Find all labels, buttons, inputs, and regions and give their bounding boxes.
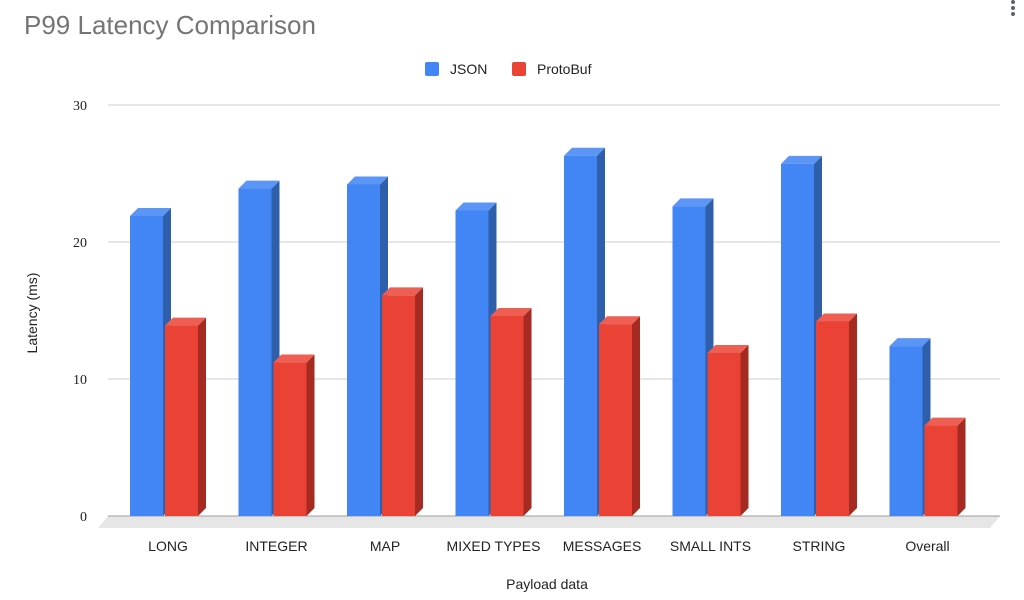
bar-front	[816, 321, 849, 516]
bar-front	[599, 324, 632, 516]
bars	[130, 147, 966, 517]
legend-label: ProtoBuf	[537, 61, 592, 77]
bar-front	[672, 206, 706, 516]
legend-item-protobuf[interactable]: ProtoBuf	[512, 61, 592, 77]
bar-side	[523, 307, 532, 516]
legend-label: JSON	[450, 61, 487, 77]
bar-side	[740, 344, 749, 516]
bar-top	[564, 147, 605, 156]
bar-top	[382, 287, 423, 296]
bar-front	[382, 295, 415, 516]
y-tick-label: 30	[73, 99, 87, 114]
floor-plane	[98, 516, 1000, 528]
bar-protobuf-4[interactable]	[599, 316, 640, 516]
x-tick-label: LONG	[148, 538, 188, 554]
bar-top	[273, 354, 315, 363]
y-axis-label: Latency (ms)	[24, 273, 40, 354]
x-tick-label: MIXED TYPES	[447, 538, 541, 554]
legend-item-json[interactable]: JSON	[425, 61, 487, 77]
bar-front	[564, 155, 597, 516]
bar-front	[455, 210, 489, 517]
bar-front	[165, 325, 198, 516]
legend-swatch	[425, 62, 439, 76]
bar-top	[347, 176, 388, 185]
bar-top	[455, 202, 497, 211]
bar-front	[130, 215, 163, 516]
bar-front	[781, 163, 814, 516]
bar-top	[165, 317, 206, 326]
bar-top	[707, 344, 749, 353]
legend-swatch	[512, 62, 526, 76]
bar-protobuf-0[interactable]	[165, 317, 206, 516]
bar-front	[273, 362, 307, 516]
bar-top	[816, 313, 857, 322]
bar-top	[130, 207, 171, 216]
bar-front	[347, 184, 380, 516]
bar-protobuf-2[interactable]	[382, 287, 423, 516]
bar-front	[889, 346, 923, 516]
y-tick-label: 0	[80, 510, 87, 525]
bar-top	[781, 155, 822, 164]
bar-json-1[interactable]	[238, 180, 280, 516]
legend: JSON ProtoBuf	[425, 61, 592, 77]
x-tick-label: SMALL INTS	[670, 538, 751, 554]
x-tick-label: STRING	[793, 538, 846, 554]
bar-json-0[interactable]	[130, 207, 171, 516]
bar-top	[490, 307, 532, 316]
bar-json-6[interactable]	[781, 155, 822, 516]
bar-top	[672, 198, 714, 207]
y-tick-label: 20	[73, 236, 87, 251]
bar-side	[957, 417, 966, 516]
bar-side	[306, 354, 315, 516]
bar-side	[632, 316, 640, 516]
bar-front	[924, 425, 958, 516]
x-axis-label: Payload data	[506, 576, 588, 592]
more-options-icon[interactable]	[1008, 0, 1018, 16]
bar-side	[415, 287, 423, 516]
bar-side	[198, 317, 206, 516]
bar-protobuf-1[interactable]	[273, 354, 315, 516]
bar-side	[849, 313, 857, 516]
x-tick-label: Overall	[905, 538, 949, 554]
x-tick-label: MAP	[370, 538, 400, 554]
y-axis-ticks: 0 10 20 30	[73, 99, 87, 525]
x-tick-label: INTEGER	[245, 538, 307, 554]
x-axis-ticks: LONG INTEGER MAP MIXED TYPES MESSAGES SMALL I…	[148, 538, 950, 554]
bar-json-7[interactable]	[889, 338, 931, 516]
bar-front	[490, 315, 524, 516]
bar-top	[599, 316, 640, 325]
bar-top	[889, 338, 931, 347]
bar-protobuf-5[interactable]	[707, 344, 749, 516]
bar-protobuf-3[interactable]	[490, 307, 532, 516]
x-tick-label: MESSAGES	[563, 538, 642, 554]
y-tick-label: 10	[73, 373, 87, 388]
bar-json-4[interactable]	[564, 147, 605, 516]
bar-json-3[interactable]	[455, 202, 497, 517]
bar-protobuf-6[interactable]	[816, 313, 857, 516]
bar-top	[238, 180, 280, 189]
chart-floor	[98, 515, 1000, 528]
bar-front	[238, 188, 272, 516]
bar-json-2[interactable]	[347, 176, 388, 516]
bar-top	[924, 417, 966, 426]
chart-title: P99 Latency Comparison	[24, 10, 316, 40]
bar-json-5[interactable]	[672, 198, 714, 516]
bar-protobuf-7[interactable]	[924, 417, 966, 516]
bar-front	[707, 352, 741, 516]
